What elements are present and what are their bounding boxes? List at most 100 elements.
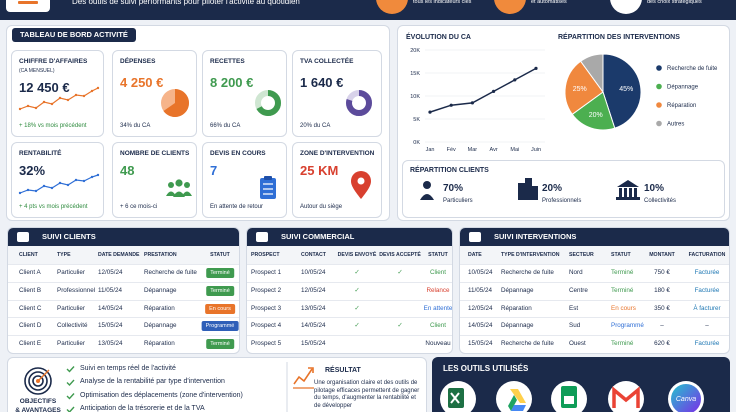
kpi-value: 4 250 €	[120, 75, 164, 90]
table-cell: 14/05/24	[468, 322, 493, 330]
kpi-sublabel: (CA MENSUEL)	[19, 68, 55, 74]
clients-split-label: Professionnels	[542, 198, 582, 204]
feature-text: tous les indicateurs clés	[413, 0, 472, 5]
check-icon	[66, 379, 75, 387]
table-column-header: FACTURATION	[688, 252, 726, 258]
table-cell: 350 €	[654, 304, 670, 312]
table-column-header: DATE	[468, 252, 482, 258]
x-tick-label: Fév	[447, 147, 456, 153]
table-icon	[256, 232, 268, 242]
sparkline-dot	[26, 188, 30, 192]
table-row-divider	[8, 281, 239, 283]
sparkline-dot	[50, 102, 54, 106]
table-row-divider	[460, 264, 729, 265]
people-icon-body	[173, 191, 185, 197]
check-icon	[66, 393, 75, 400]
kpi-note: + 6 ce mois-ci	[120, 204, 158, 210]
table-cell: Dépannage	[501, 322, 534, 330]
drive-icon-yellow	[510, 389, 526, 403]
table-row-divider	[247, 335, 452, 337]
donut-arc	[346, 90, 372, 116]
people-icon-head	[168, 182, 174, 188]
kpi-note: 20% du CA	[300, 123, 331, 129]
kpi-note: Autour du siège	[300, 204, 343, 210]
status-text: Facturée	[694, 269, 720, 276]
legend-swatch	[656, 65, 662, 71]
pie-label: 45%	[619, 86, 633, 93]
status-text: Terminé	[611, 269, 634, 276]
sparkline-dot	[74, 178, 78, 182]
table-row-divider	[8, 335, 239, 337]
status-text: ✓	[354, 269, 360, 276]
check-icon	[66, 366, 75, 373]
table-cell: Réparation	[144, 304, 175, 312]
table-icon-shape	[256, 232, 268, 242]
table-header-bar	[8, 228, 239, 246]
x-tick-label: Juin	[531, 147, 541, 153]
table-cell: 750 €	[654, 269, 670, 276]
clients-icons	[420, 178, 640, 200]
pie-slice	[564, 60, 604, 116]
table-cell: –	[660, 322, 664, 330]
tool-icon-bg	[608, 381, 644, 412]
sheets-icon-grid	[564, 396, 574, 404]
line-point	[470, 101, 474, 105]
table-cell: Prospect 3	[251, 304, 282, 312]
kpi-note: + 4 pts vs mois précédent	[19, 204, 88, 210]
header-subtitle: Des outils de suivi performants pour pil…	[72, 0, 300, 6]
status-text: Programmé	[611, 322, 644, 330]
table-icon	[469, 232, 481, 242]
building-icon	[525, 178, 532, 200]
clients-split-value: 70%	[443, 183, 464, 194]
bank-icon-base	[616, 197, 640, 200]
table-cell: 11/05/24	[468, 286, 493, 294]
clients-split-value: 20%	[542, 183, 563, 194]
check-icon	[66, 406, 75, 412]
table-cell: Client C	[19, 304, 42, 312]
kpi-icon	[161, 89, 189, 118]
objective-item: Suivi en temps réel de l'activité	[80, 364, 176, 372]
kpi-value: 25 KM	[300, 163, 339, 178]
pin-icon	[351, 171, 371, 199]
target-icon-ring	[32, 375, 44, 387]
kpi-icon	[351, 171, 371, 199]
sparkline-dot	[96, 86, 100, 90]
table-cell: 12/05/24	[301, 286, 326, 294]
line-point	[492, 89, 496, 93]
y-tick-label: 5K	[413, 117, 420, 123]
table-cell: Particulier	[57, 340, 85, 348]
table-column-header: STATUT	[611, 252, 631, 258]
sparkline-dot	[50, 186, 54, 190]
table-cell: Client B	[19, 286, 42, 294]
table-cell: Sud	[569, 322, 581, 330]
kpi-note: En attente de retour	[210, 204, 264, 210]
pin-icon-hole	[357, 177, 365, 185]
table-cell: Réparation	[501, 304, 532, 312]
kpi-icon	[260, 176, 276, 199]
objectives-title-line2: & AVANTAGES	[15, 407, 61, 412]
status-text: ✓	[354, 322, 360, 330]
status-text: Relance	[426, 286, 450, 294]
kpi-value: 7	[210, 163, 218, 178]
clipboard-clip	[264, 176, 272, 180]
table-row-divider	[247, 299, 452, 301]
table-cell: Prospect 4	[251, 322, 282, 330]
bank-icon-column	[624, 188, 627, 197]
table-column-header: SECTEUR	[569, 252, 594, 258]
table-column-header: DEVIS ACCEPTÉ	[379, 252, 421, 258]
building-icon	[518, 183, 525, 200]
table-icon-shape	[469, 232, 481, 242]
table-column-header-row	[247, 246, 452, 264]
kpi-value: 32%	[19, 163, 46, 178]
status-text: ✓	[354, 286, 360, 294]
line-point	[534, 66, 538, 70]
legend-swatch	[656, 102, 662, 108]
table-cell: 180 €	[654, 286, 670, 294]
x-tick-label: Jan	[426, 147, 435, 153]
table-header-bar	[460, 228, 729, 246]
table-column-header: CLIENT	[19, 252, 38, 258]
table-header-bar	[247, 228, 452, 246]
table-cell: Dépannage	[144, 322, 177, 330]
status-text: Facturée	[694, 286, 720, 294]
line-point	[428, 110, 432, 114]
